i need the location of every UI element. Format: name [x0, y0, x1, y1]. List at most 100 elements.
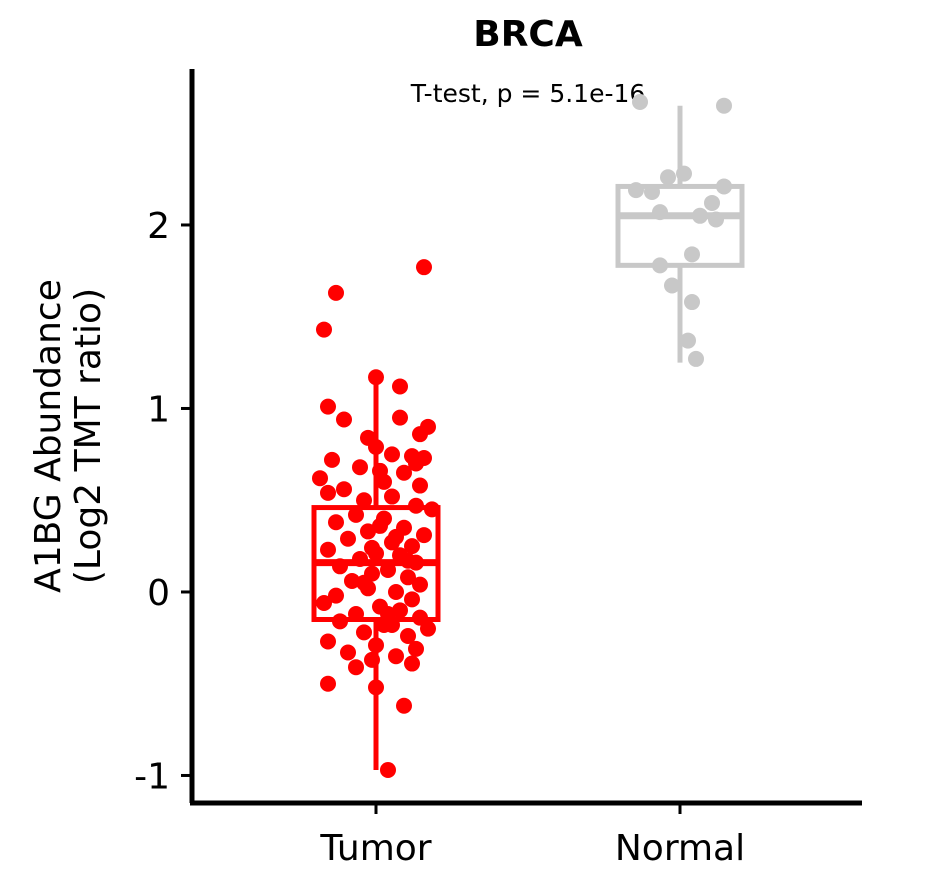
data-point [412, 426, 428, 443]
y-tick-label: 0 [147, 573, 170, 614]
data-point [688, 350, 704, 367]
data-point [360, 523, 376, 540]
data-point [316, 321, 332, 338]
data-point [352, 459, 368, 476]
data-point [392, 602, 408, 619]
data-point [404, 655, 420, 672]
x-ticks: Tumor Normal [319, 803, 745, 869]
data-point [356, 574, 372, 591]
data-point [336, 411, 352, 428]
data-point [328, 514, 344, 531]
data-point [312, 470, 328, 487]
data-point [716, 97, 732, 114]
data-point [400, 552, 416, 569]
y-tick-label: 2 [147, 206, 170, 247]
data-point [404, 591, 420, 608]
y-ticks: -1 0 1 2 [134, 206, 192, 797]
data-point [384, 617, 400, 634]
data-point [324, 451, 340, 468]
data-point [364, 651, 380, 668]
data-point [348, 506, 364, 523]
data-point [356, 624, 372, 641]
data-point [400, 569, 416, 586]
data-point [320, 484, 336, 501]
data-point [320, 398, 336, 415]
data-point [320, 675, 336, 692]
data-point [396, 697, 412, 714]
series-tumor [311, 259, 441, 778]
data-point [328, 284, 344, 301]
chart-title: BRCA [473, 14, 583, 55]
data-point [424, 501, 440, 518]
data-point [392, 378, 408, 395]
data-point [420, 620, 436, 637]
iqr-box [615, 183, 745, 268]
data-point [684, 294, 700, 311]
data-point [716, 178, 732, 195]
data-point [408, 497, 424, 514]
data-point [332, 613, 348, 630]
data-point [368, 637, 384, 654]
y-axis-label-line2: (Log2 TMT ratio) [68, 288, 109, 584]
data-point [368, 369, 384, 386]
data-point [416, 259, 432, 276]
data-point [340, 644, 356, 661]
data-point [348, 659, 364, 676]
data-point [380, 761, 396, 778]
data-point [652, 204, 668, 221]
data-point [708, 211, 724, 228]
data-point [416, 527, 432, 544]
data-point [404, 538, 420, 555]
data-point [332, 558, 348, 575]
data-point [388, 528, 404, 545]
data-point [340, 530, 356, 547]
data-point [388, 583, 404, 600]
data-point [368, 439, 384, 456]
data-point [412, 477, 428, 494]
data-point [384, 488, 400, 505]
data-point [396, 464, 412, 481]
data-point [684, 246, 700, 263]
data-point [664, 277, 680, 294]
data-point [400, 628, 416, 645]
data-point [628, 182, 644, 199]
data-point [680, 332, 696, 349]
data-point [372, 462, 388, 479]
data-point [380, 561, 396, 578]
data-point [408, 640, 424, 657]
series-normal [615, 94, 745, 367]
y-axis-label: A1BG Abundance (Log2 TMT ratio) [28, 279, 109, 593]
data-point [652, 257, 668, 274]
y-tick-label: 1 [147, 389, 170, 430]
data-point [632, 94, 648, 111]
plot-area [311, 94, 745, 778]
ttest-annotation: T-test, p = 5.1e-16 [410, 79, 646, 108]
x-tick-label: Tumor [319, 828, 431, 869]
data-point [356, 492, 372, 509]
data-point [676, 165, 692, 182]
data-point [660, 169, 676, 186]
data-point [692, 207, 708, 224]
data-point [320, 541, 336, 558]
data-point [368, 679, 384, 696]
y-axis-label-line1: A1BG Abundance [28, 279, 69, 593]
data-point [320, 633, 336, 650]
data-point [364, 539, 380, 556]
data-point [372, 517, 388, 534]
data-point [344, 572, 360, 589]
data-point [388, 648, 404, 665]
x-tick-label: Normal [615, 828, 745, 869]
y-tick-label: -1 [134, 756, 170, 797]
data-point [348, 605, 364, 622]
data-point [408, 455, 424, 472]
data-point [316, 594, 332, 611]
data-point [352, 550, 368, 567]
data-point [412, 576, 428, 593]
data-point [392, 409, 408, 426]
data-point [704, 194, 720, 211]
data-point [644, 183, 660, 200]
data-point [412, 609, 428, 626]
data-point [384, 446, 400, 463]
data-point [328, 587, 344, 604]
